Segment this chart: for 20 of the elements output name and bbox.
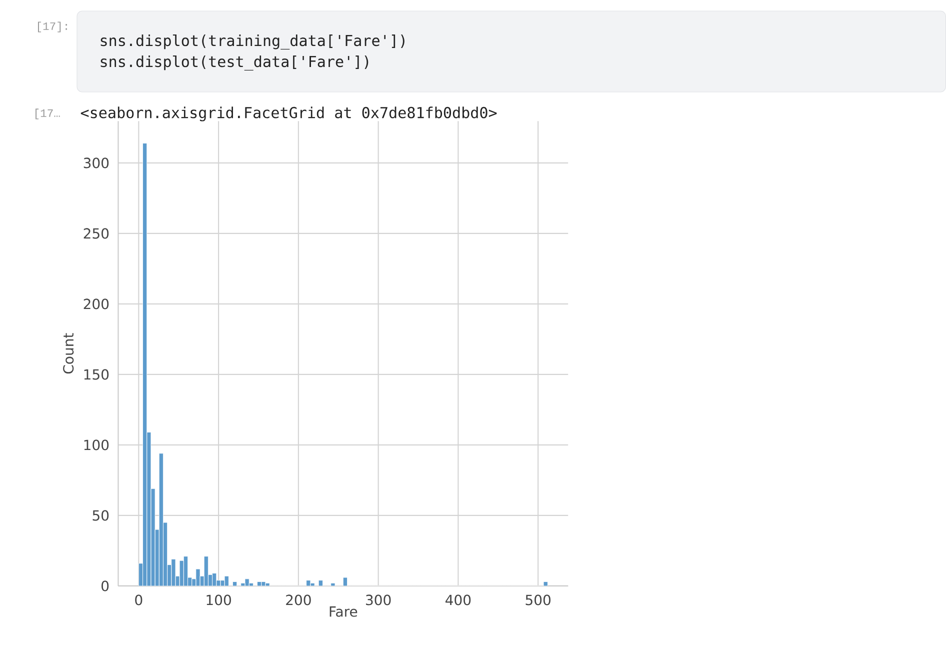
y-tick-label: 100 <box>84 440 109 450</box>
text: sns.displot(test_data['Fare']) <box>100 56 368 71</box>
y-tick-label: 0 <box>102 580 109 592</box>
x-tick-label: 100 <box>206 594 231 606</box>
text: sns.displot(training_data['Fare']) <box>100 34 404 50</box>
y-tick-label: 50 <box>92 510 109 521</box>
x-tick-label: 200 <box>286 594 311 606</box>
text: [17… <box>36 108 60 120</box>
y-tick-label: 200 <box>84 298 109 310</box>
y-tick-label: 300 <box>84 158 109 168</box>
y-tick-label: 250 <box>84 228 109 239</box>
x-tick-label: 0 <box>135 594 142 606</box>
x-tick-label: 300 <box>366 594 391 606</box>
annotation: <seaborn.axisgrid.FacetGrid at 0x7de81fb0dbd0> <box>80 106 497 122</box>
text: [17]: <box>38 22 67 32</box>
x-axis-title: Fare <box>330 606 358 617</box>
x-tick-label: 500 <box>526 594 550 606</box>
y-tick-label: 150 <box>84 369 109 380</box>
y-axis-title: Count <box>63 333 74 374</box>
x-tick-label: 400 <box>446 594 471 606</box>
